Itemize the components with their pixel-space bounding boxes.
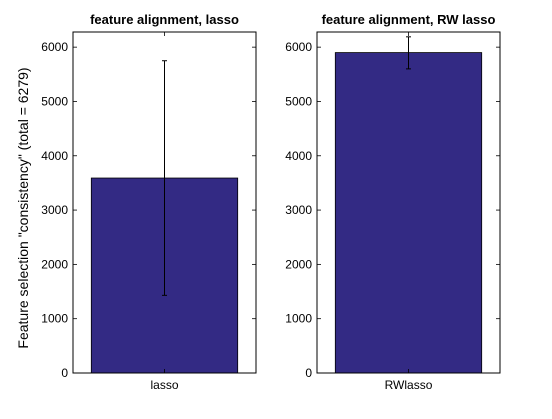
y-tick-label: 6000 (285, 40, 312, 54)
bar (334, 52, 483, 374)
x-tick-label: lasso (150, 378, 178, 392)
y-tick-label: 1000 (41, 312, 68, 326)
axes-box (316, 31, 501, 374)
y-tick-label: 4000 (41, 149, 68, 163)
chart-title: feature alignment, RW lasso (322, 12, 496, 27)
y-tick-label: 4000 (285, 149, 312, 163)
y-tick-label: 5000 (41, 94, 68, 108)
y-axis-label: Feature selection "consistency" (total =… (15, 67, 31, 348)
y-tick-label: 3000 (285, 203, 312, 217)
y-tick-label: 2000 (285, 257, 312, 271)
x-tick-label: RWlasso (385, 378, 433, 392)
panel-rwlasso: feature alignment, RW lasso RWlasso 0 1000 2… (285, 12, 501, 392)
y-tick-label: 5000 (285, 94, 312, 108)
chart-title: feature alignment, lasso (90, 12, 239, 27)
y-tick-label: 3000 (41, 203, 68, 217)
y-tick-label: 0 (305, 366, 312, 380)
y-tick-label: 1000 (285, 312, 312, 326)
y-tick-label: 0 (61, 366, 68, 380)
panel-lasso: feature alignment, lasso lasso 0 1000 2000 30… (41, 12, 257, 392)
axes-box (72, 31, 257, 374)
y-tick-label: 6000 (41, 40, 68, 54)
y-tick-label: 2000 (41, 257, 68, 271)
